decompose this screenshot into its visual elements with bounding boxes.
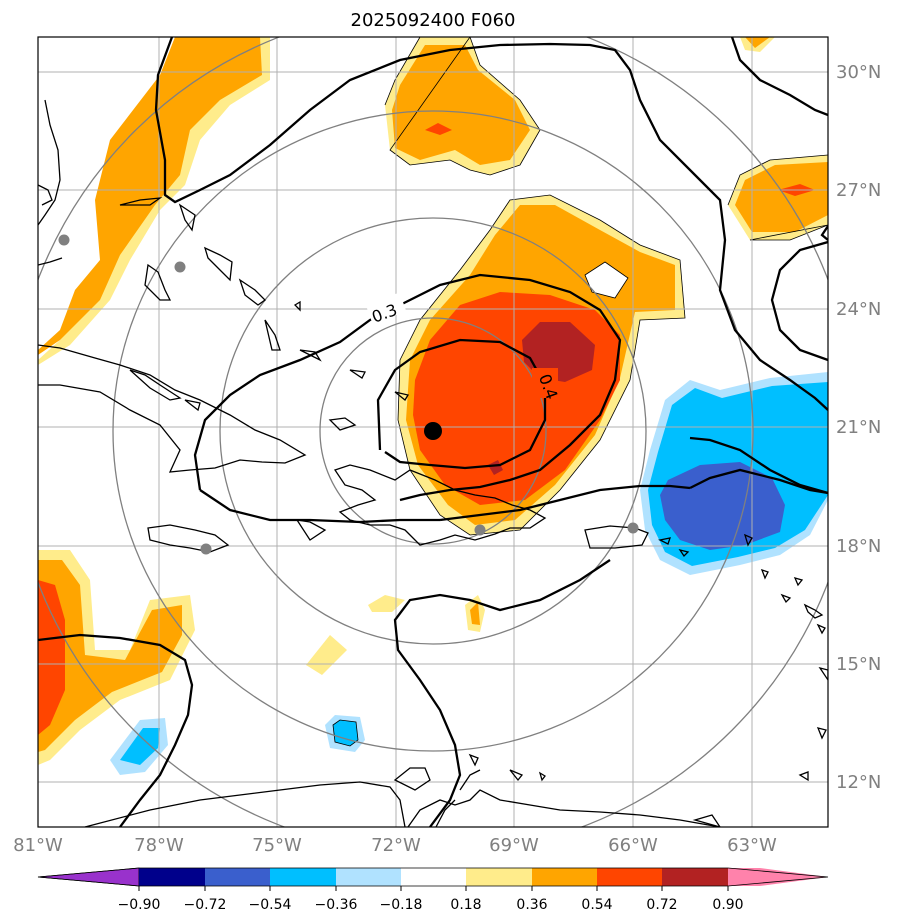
colorbar-segment xyxy=(336,868,401,886)
coastlines xyxy=(38,99,828,827)
contour-labels: 0.3 0.4 xyxy=(365,292,562,402)
shade-orange-small-2 xyxy=(470,602,480,625)
colorbar-extend-high xyxy=(760,868,828,886)
lat-label: 24°N xyxy=(836,299,881,320)
colorbar-tick: 0.72 xyxy=(646,897,677,913)
contour-lines xyxy=(38,37,828,827)
lon-labels: 81°W 78°W 75°W 72°W 69°W 66°W 63°W xyxy=(13,835,777,856)
colorbar-segment xyxy=(401,868,466,886)
lon-label: 81°W xyxy=(13,835,63,856)
shade-orange-ne xyxy=(735,162,828,232)
colorbar-segment xyxy=(597,868,662,886)
lat-label: 18°N xyxy=(836,536,881,557)
lon-label: 78°W xyxy=(134,835,184,856)
colorbar-segment xyxy=(532,868,597,886)
shade-orange-sw xyxy=(38,560,182,752)
colorbar-tick: −0.72 xyxy=(184,897,227,913)
colorbar-tick: −0.36 xyxy=(315,897,358,913)
lat-label: 27°N xyxy=(836,180,881,201)
shaded-fields xyxy=(38,37,828,775)
shade-cyan-sw xyxy=(120,728,160,765)
colorbar-segment xyxy=(728,868,760,886)
colorbar-tick: −0.54 xyxy=(249,897,292,913)
colorbar: −0.90 −0.72 −0.54 −0.36 −0.18 0.18 0.36 … xyxy=(37,867,829,913)
shade-orange-north xyxy=(392,45,530,165)
lat-label: 15°N xyxy=(836,654,881,675)
colorbar-tick: 0.36 xyxy=(516,897,547,913)
colorbar-segment xyxy=(205,868,270,886)
lon-label: 69°W xyxy=(489,835,539,856)
shade-darkred-small xyxy=(488,460,503,475)
colorbar-tick: −0.90 xyxy=(118,897,161,913)
colorbar-tick: 0.54 xyxy=(581,897,612,913)
lon-label: 75°W xyxy=(252,835,302,856)
storm-center-marker xyxy=(424,422,442,440)
colorbar-segment xyxy=(466,868,532,886)
lat-label: 30°N xyxy=(836,62,881,83)
shade-cyan-s xyxy=(333,720,358,746)
station-dot xyxy=(58,234,70,246)
graticule xyxy=(38,37,828,827)
colorbar-tick: 0.18 xyxy=(450,897,481,913)
shade-orange-nw xyxy=(38,37,262,355)
lon-label: 66°W xyxy=(608,835,658,856)
lon-label: 72°W xyxy=(371,835,421,856)
range-rings xyxy=(38,37,828,827)
map-title: 2025092400 F060 xyxy=(350,10,516,31)
station-markers xyxy=(58,234,639,555)
station-dot xyxy=(627,522,639,534)
lat-labels: 30°N 27°N 24°N 21°N 18°N 15°N 12°N xyxy=(836,62,881,793)
station-dot xyxy=(174,261,186,273)
shade-red-sw xyxy=(38,580,65,735)
shade-royalblue-east xyxy=(660,462,785,550)
colorbar-segment xyxy=(662,868,728,886)
colorbar-segment xyxy=(270,868,336,886)
lat-label: 12°N xyxy=(836,772,881,793)
station-dot xyxy=(474,524,486,536)
shade-orange-ne-top xyxy=(745,37,770,48)
shade-darkred-main xyxy=(522,322,595,382)
map-panel: 0.3 0.4 xyxy=(38,37,828,827)
colorbar-segment xyxy=(139,868,205,886)
shade-red-north xyxy=(425,123,452,135)
colorbar-extend-low xyxy=(37,867,140,887)
lon-label: 63°W xyxy=(727,835,777,856)
map-frame xyxy=(37,36,829,828)
station-dot xyxy=(200,543,212,555)
colorbar-tick: 0.90 xyxy=(712,897,743,913)
colorbar-tick: −0.18 xyxy=(380,897,423,913)
lat-label: 21°N xyxy=(836,417,881,438)
shade-yellow-small-3 xyxy=(306,635,347,675)
